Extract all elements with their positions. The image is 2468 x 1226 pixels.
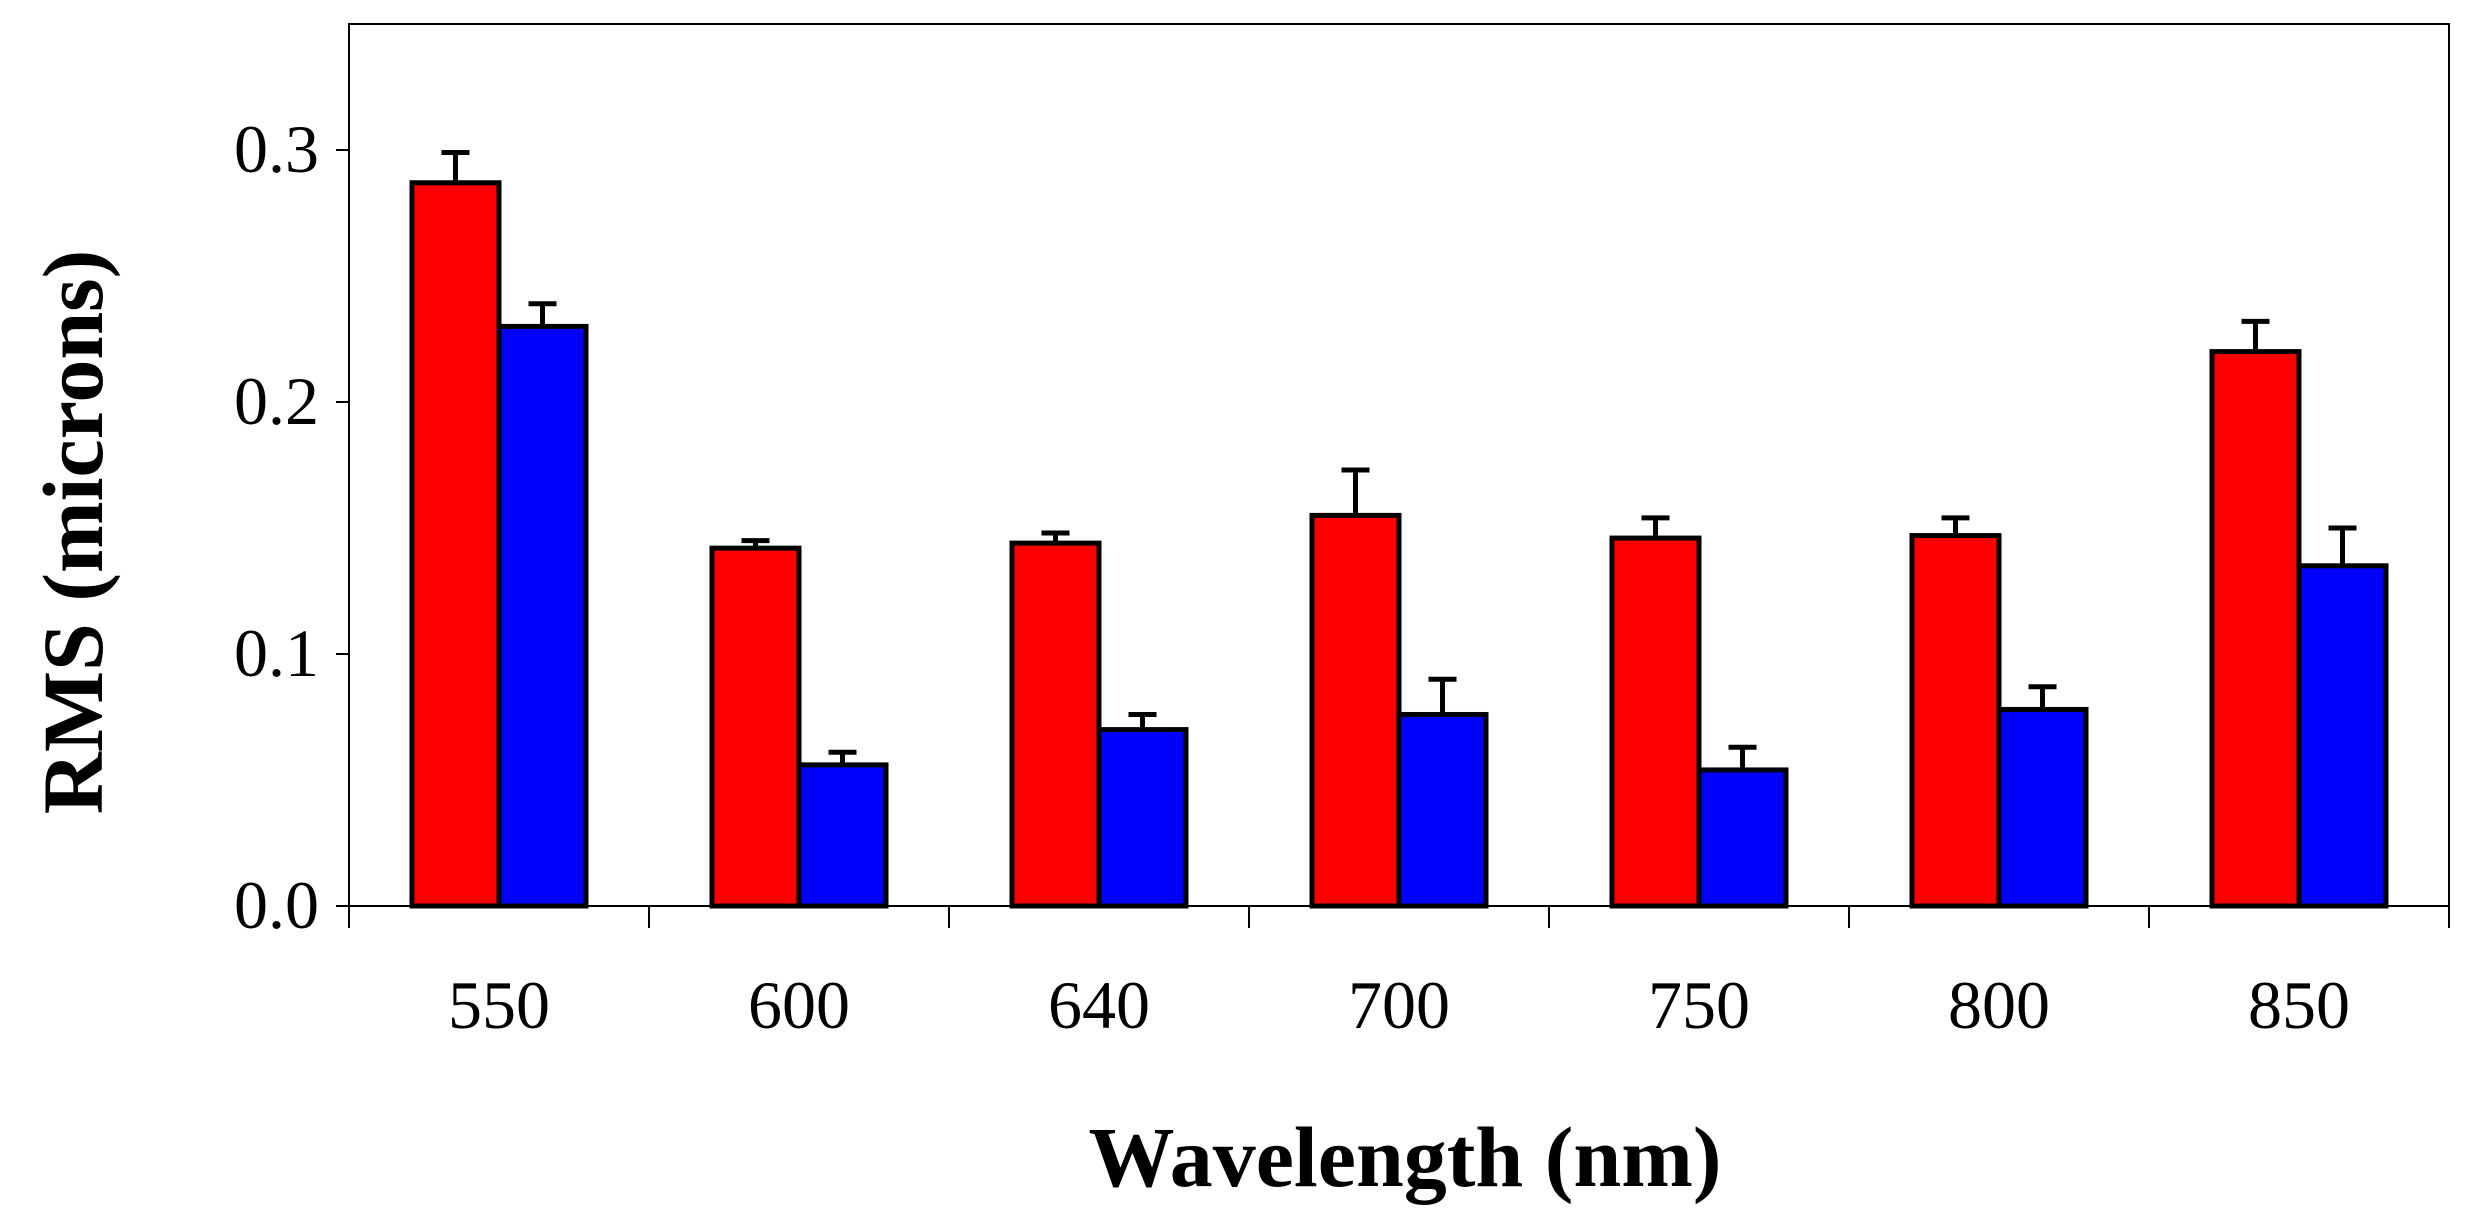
- y-tick-label: 0.3: [234, 111, 319, 187]
- axes: [336, 149, 2450, 928]
- x-tick-label: 750: [1648, 967, 1750, 1043]
- bar-1-700: [1309, 512, 1402, 909]
- bar-1-600: [709, 545, 802, 909]
- tick-labels: 0.0 0.1 0.2 0.3 550 600 640 700 750 800 850: [234, 111, 2350, 1043]
- x-tick-label: 640: [1048, 967, 1150, 1043]
- bar-2-600: [796, 762, 889, 909]
- bar-1-550: [409, 180, 502, 909]
- bar-2-640: [1096, 727, 1189, 909]
- bar-2-700: [1396, 711, 1489, 909]
- bar-1-850: [2209, 349, 2302, 909]
- x-axis-title: Wavelength (nm): [1088, 1109, 1721, 1205]
- bar-1-640: [1009, 540, 1102, 909]
- bar-1-750: [1609, 535, 1702, 909]
- x-tick-label: 550: [448, 967, 550, 1043]
- bar-1-800: [1909, 533, 2002, 909]
- x-tick-label: 700: [1348, 967, 1450, 1043]
- x-tick-label: 800: [1948, 967, 2050, 1043]
- x-tick-label: 600: [748, 967, 850, 1043]
- y-tick-label: 0.0: [234, 867, 319, 943]
- bar-2-850: [2296, 563, 2389, 909]
- bar-2-750: [1696, 767, 1789, 909]
- bar-2-550: [496, 323, 589, 909]
- error-bars: [441, 150, 2357, 770]
- y-tick-label: 0.2: [234, 363, 319, 439]
- y-axis-title: RMS (microns): [25, 250, 121, 815]
- bars: [409, 180, 2389, 909]
- x-tick-label: 850: [2248, 967, 2350, 1043]
- bar-2-800: [1996, 706, 2089, 909]
- y-tick-label: 0.1: [234, 615, 319, 691]
